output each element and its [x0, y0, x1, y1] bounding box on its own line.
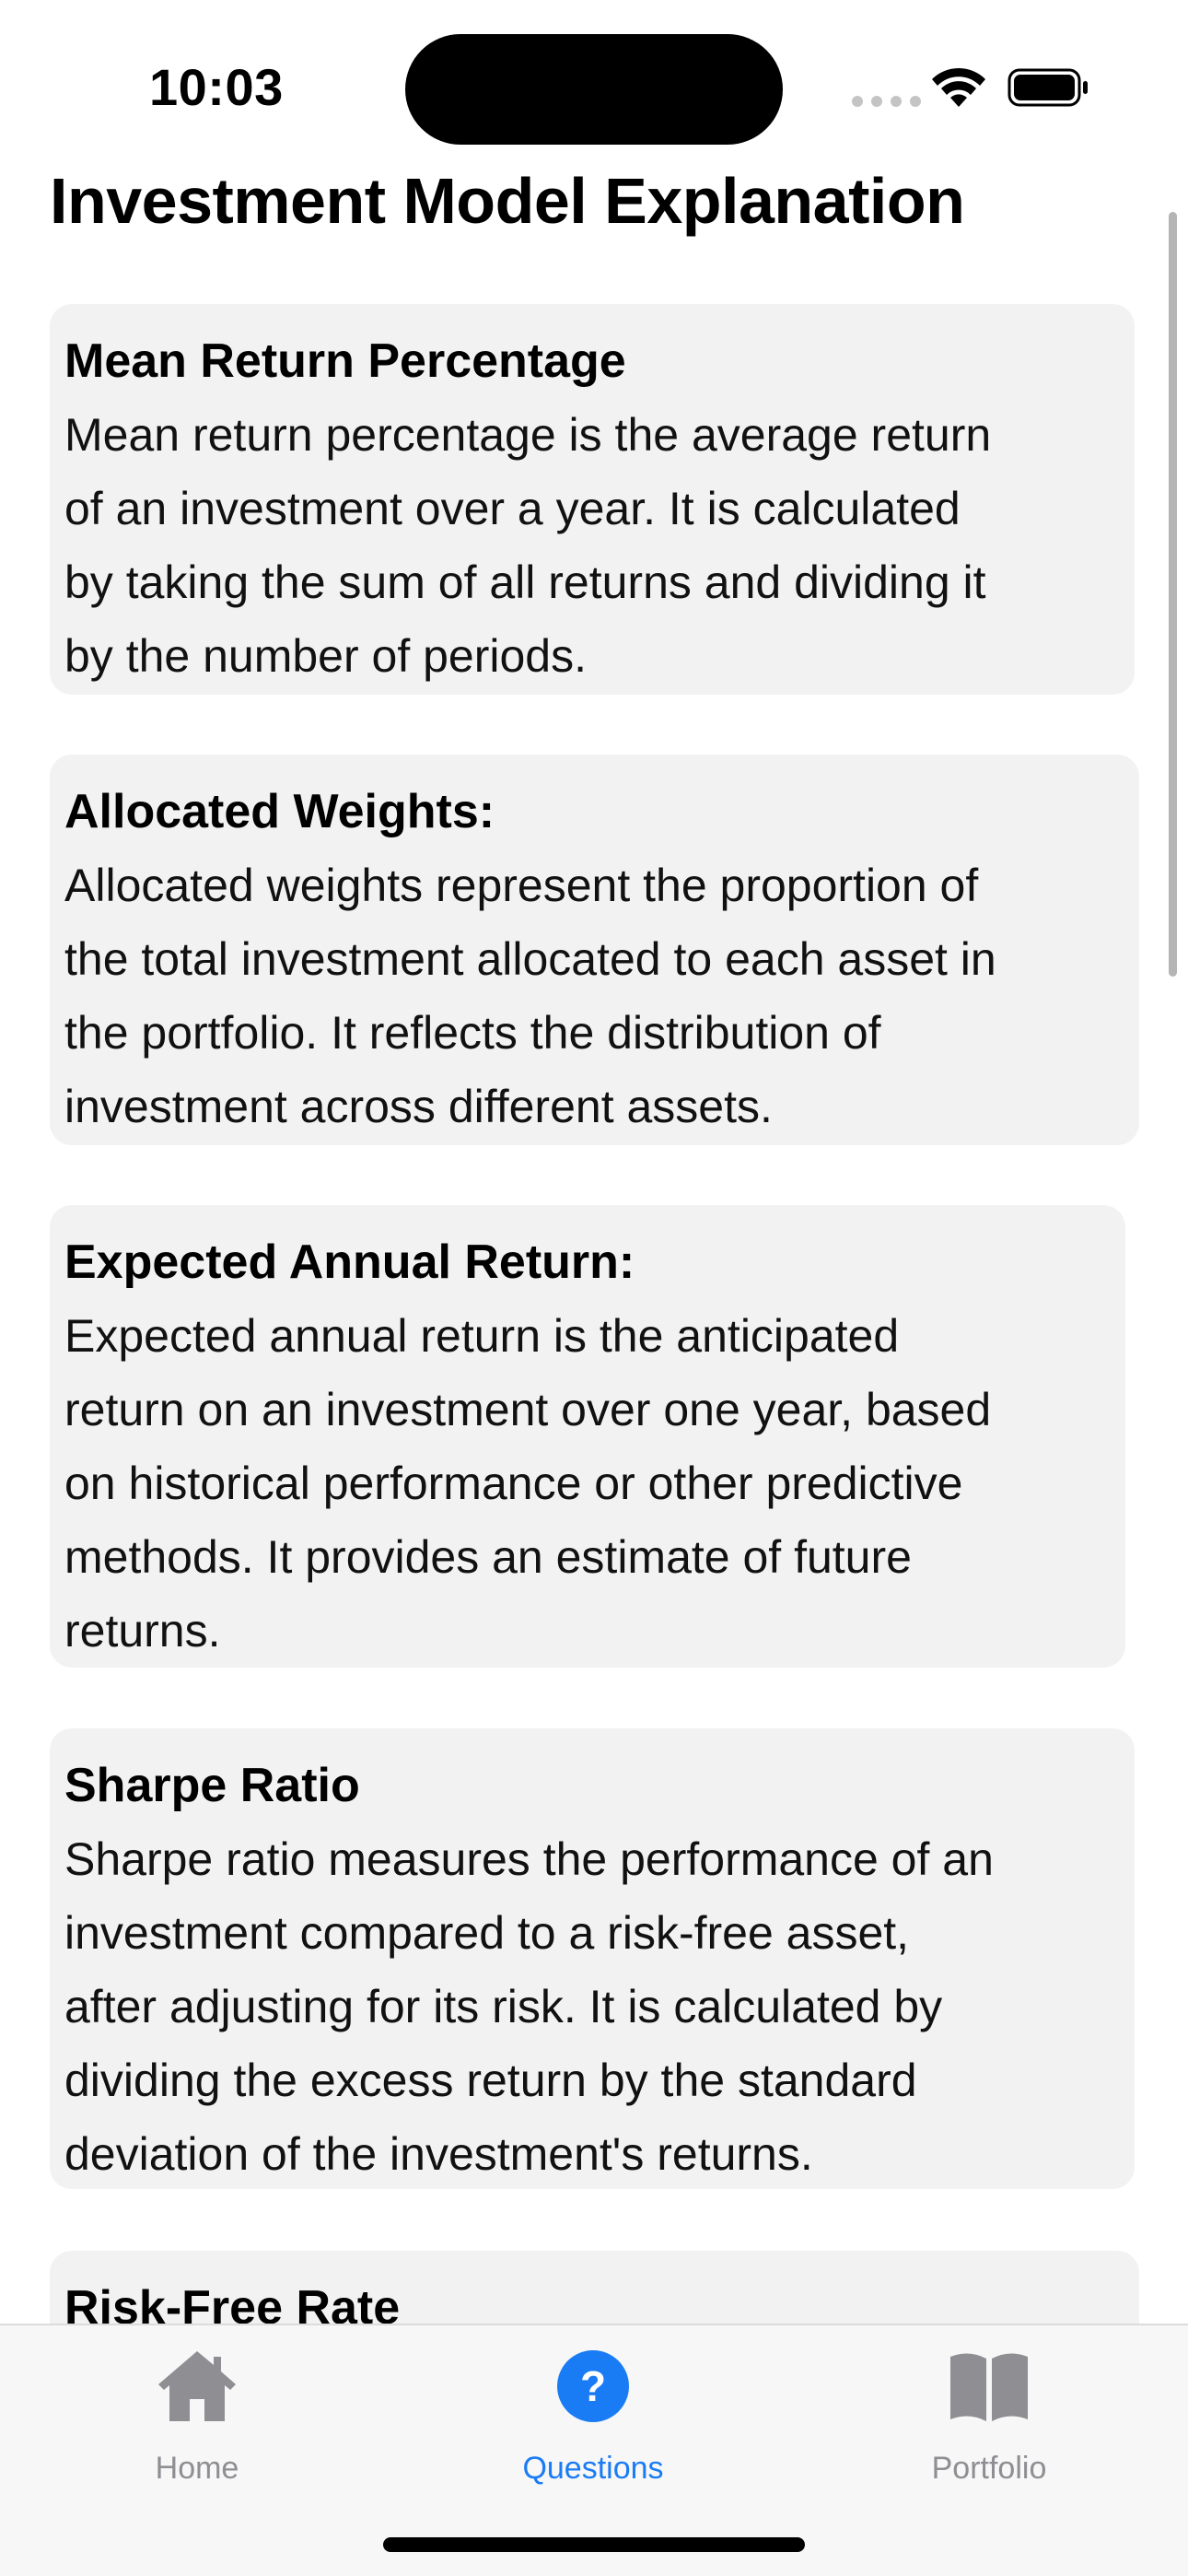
- card-text-line: dividing the excess return by the standa…: [64, 2055, 917, 2106]
- card-text-line: Mean return percentage is the average re…: [64, 409, 992, 461]
- card-text-line: Expected annual return is the anticipate…: [64, 1310, 900, 1362]
- dynamic-island: [405, 34, 783, 145]
- card-text-line: return on an investment over one year, b…: [64, 1384, 992, 1435]
- card-mean-return: Mean Return Percentage Mean return perce…: [50, 304, 1135, 695]
- question-circle-icon: ?: [557, 2350, 629, 2422]
- card-text-line: Sharpe ratio measures the performance of…: [64, 1833, 994, 1885]
- card-expected-annual-return: Expected Annual Return: Expected annual …: [50, 1205, 1125, 1668]
- page-title: Investment Model Explanation: [50, 165, 965, 237]
- card-text-line: by the number of periods.: [64, 630, 587, 682]
- card-text-line: investment compared to a risk-free asset…: [64, 1907, 910, 1959]
- tab-bar: Home ? Questions Portfolio: [0, 2324, 1188, 2576]
- home-indicator[interactable]: [383, 2537, 805, 2552]
- card-text-line: Allocated weights represent the proporti…: [64, 860, 979, 911]
- card-text-line: of an investment over a year. It is calc…: [64, 483, 961, 534]
- tab-label: Portfolio: [931, 2451, 1047, 2486]
- card-allocated-weights: Allocated Weights: Allocated weights rep…: [50, 755, 1139, 1145]
- house-icon: [158, 2351, 236, 2421]
- card-text-line: the total investment allocated to each a…: [64, 933, 996, 985]
- card-text-line: deviation of the investment's returns.: [64, 2128, 813, 2180]
- card-text-line: investment across different assets.: [64, 1081, 773, 1132]
- card-text-line: methods. It provides an estimate of futu…: [64, 1531, 912, 1583]
- card-title: Sharpe Ratio: [64, 1759, 360, 1812]
- status-time: 10:03: [149, 58, 284, 116]
- battery-icon: [1007, 68, 1088, 107]
- cellular-signal-icon: [852, 96, 921, 107]
- card-title: Allocated Weights:: [64, 785, 495, 838]
- scroll-indicator[interactable]: [1169, 212, 1177, 977]
- book-icon: [950, 2353, 1028, 2421]
- tab-label: Questions: [522, 2451, 664, 2486]
- wifi-icon: [932, 67, 985, 107]
- tab-home[interactable]: Home: [105, 2325, 289, 2491]
- card-sharpe-ratio: Sharpe Ratio Sharpe ratio measures the p…: [50, 1728, 1135, 2189]
- card-text-line: after adjusting for its risk. It is calc…: [64, 1981, 943, 2032]
- tab-questions[interactable]: ? Questions: [501, 2325, 685, 2491]
- svg-text:?: ?: [580, 2362, 606, 2410]
- tab-label: Home: [155, 2451, 239, 2486]
- card-text-line: returns.: [64, 1605, 221, 1657]
- card-text-line: by taking the sum of all returns and div…: [64, 556, 986, 608]
- card-title: Expected Annual Return:: [64, 1235, 635, 1289]
- tab-portfolio[interactable]: Portfolio: [897, 2325, 1081, 2491]
- card-text-line: the portfolio. It reflects the distribut…: [64, 1007, 881, 1059]
- card-text-line: on historical performance or other predi…: [64, 1458, 963, 1509]
- card-title: Mean Return Percentage: [64, 334, 626, 388]
